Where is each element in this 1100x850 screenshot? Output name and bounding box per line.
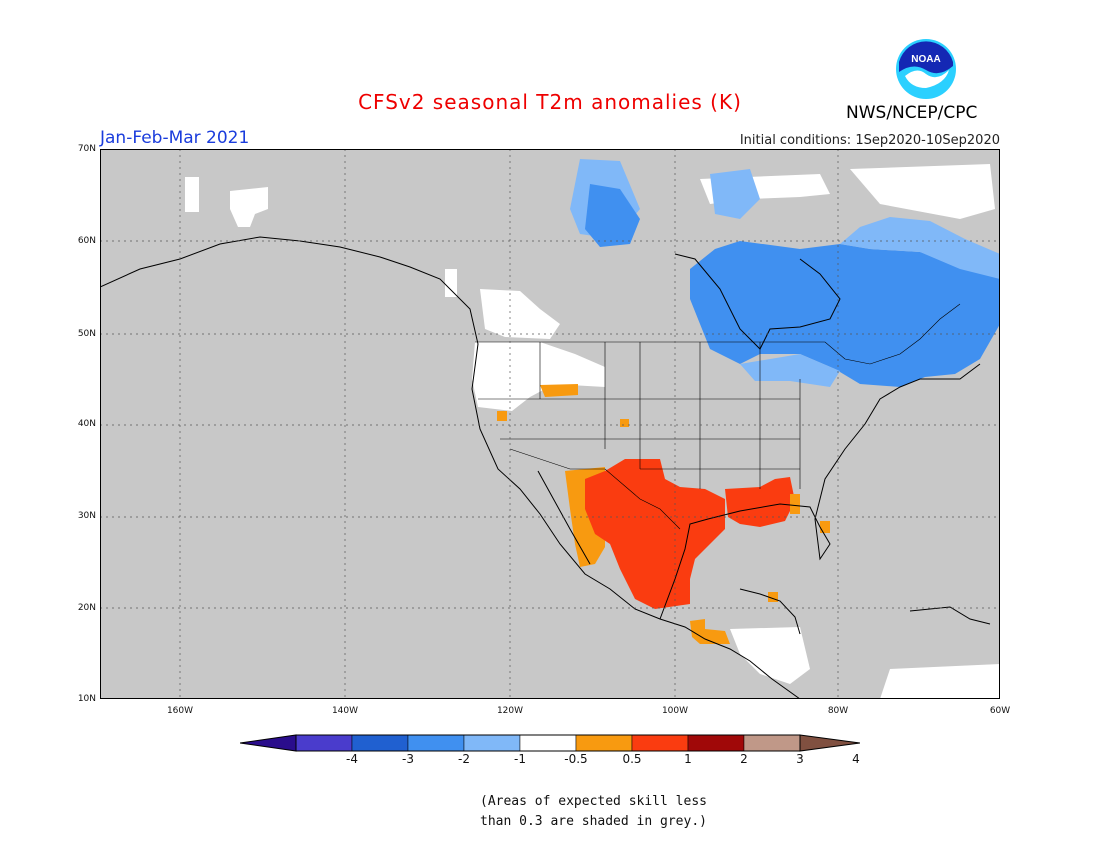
warm-areas (497, 384, 830, 644)
colorbar-tick-label: 3 (796, 752, 804, 766)
cool-areas (570, 159, 1000, 387)
region-florida-warm (820, 521, 830, 533)
colorbar-arrow-high (799, 734, 860, 752)
colorbar-tick-label: 4 (852, 752, 860, 766)
region-gulf-coast-edges (790, 494, 800, 514)
region-arctic-islands (585, 184, 640, 247)
region-caribbean-white (880, 664, 1000, 699)
colorbar-swatch (463, 734, 521, 752)
region-baffin-light (710, 169, 760, 219)
neutral-areas (185, 164, 1000, 699)
colorbar-tick-label: -0.5 (564, 752, 588, 766)
colorbar-swatch (351, 734, 409, 752)
skill-note: (Areas of expected skill less than 0.3 a… (480, 792, 707, 832)
region-greenland-white (850, 164, 995, 219)
region-new-mexico-warm (620, 419, 629, 427)
colorbar-swatch (519, 734, 577, 752)
colorbar-frame (295, 734, 801, 752)
lat-label-20n: 20N (77, 603, 96, 613)
anomaly-map (100, 149, 1000, 699)
skill-note-line-1: (Areas of expected skill less (480, 794, 707, 809)
lat-label-70n: 70N (77, 144, 96, 154)
region-eastern-canada (690, 241, 1000, 387)
colorbar-swatch (687, 734, 745, 752)
region-great-lakes-edge (740, 354, 840, 387)
colorbar-swatch (743, 734, 801, 752)
lat-label-60n: 60N (77, 236, 96, 246)
region-oregon-warm (497, 411, 507, 421)
coastlines (100, 236, 991, 699)
lat-lon-grid (100, 149, 1000, 699)
political-borders (475, 303, 961, 530)
colorbar-swatches (240, 734, 860, 752)
lon-label-60w: 60W (989, 706, 1011, 716)
lon-label-160w: 160W (166, 706, 194, 716)
region-northern-quebec-labrador (840, 217, 1000, 279)
colorbar-tick-label: -4 (346, 752, 358, 766)
region-alaska-white-2 (230, 187, 268, 227)
region-yucatan-warm (768, 592, 778, 602)
skill-note-line-2: than 0.3 are shaded in grey.) (480, 814, 707, 829)
lat-label-30n: 30N (77, 511, 96, 521)
lat-label-50n: 50N (77, 329, 96, 339)
colorbar-swatch (295, 734, 353, 752)
agency-label: NWS/NCEP/CPC (846, 103, 978, 123)
lon-label-100w: 100W (661, 706, 689, 716)
region-bc-white (480, 289, 560, 339)
forecast-period: Jan-Feb-Mar 2021 (100, 128, 250, 148)
initial-conditions: Initial conditions: 1Sep2020-10Sep2020 (739, 133, 1000, 148)
lon-label-80w: 80W (827, 706, 849, 716)
colorbar-swatch (575, 734, 633, 752)
region-south-central-us-mexico (585, 459, 725, 609)
colorbar (240, 734, 860, 752)
lat-label-40n: 40N (77, 419, 96, 429)
region-idaho-warm (540, 384, 578, 397)
lat-label-10n: 10N (77, 694, 96, 704)
colorbar-tick-label: 2 (740, 752, 748, 766)
region-bc-white-2 (445, 269, 457, 297)
svg-text:NOAA: NOAA (911, 54, 940, 65)
lon-label-140w: 140W (331, 706, 359, 716)
colorbar-tick-label: -1 (514, 752, 526, 766)
colorbar-swatch (407, 734, 465, 752)
colorbar-swatch (631, 734, 689, 752)
region-central-america-white (730, 627, 810, 684)
noaa-logo: NOAA (896, 39, 956, 99)
region-northwest-us (472, 342, 605, 411)
colorbar-tick-label: -3 (402, 752, 414, 766)
region-southern-mexico-warm (690, 619, 730, 644)
region-alaska-white-1 (185, 177, 199, 212)
colorbar-tick-label: -2 (458, 752, 470, 766)
colorbar-tick-label: 0.5 (622, 752, 642, 766)
map-title: CFSv2 seasonal T2m anomalies (K) (358, 90, 742, 114)
region-gulf-coast (725, 477, 795, 527)
colorbar-arrow-low (240, 734, 297, 752)
colorbar-tick-label: 1 (684, 752, 692, 766)
lon-label-120w: 120W (496, 706, 524, 716)
